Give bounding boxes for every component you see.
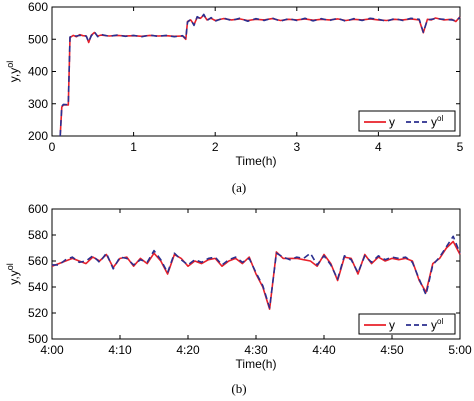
x-tick-label: 4:00 <box>40 343 64 357</box>
caption: (a) <box>232 180 246 195</box>
legend: y yol <box>358 313 456 335</box>
y-tick-label: 500 <box>28 332 48 346</box>
legend: y yol <box>358 110 456 132</box>
y-axis-label: y,yol <box>5 263 21 284</box>
x-tick-label: 4:50 <box>380 343 404 357</box>
series-y-line <box>51 240 461 310</box>
y-tick-label: 540 <box>28 280 48 294</box>
x-tick-label: 4:20 <box>176 343 200 357</box>
y-tick-label: 580 <box>28 228 48 242</box>
y-tick-label: 520 <box>28 306 48 320</box>
legend-label-y: y <box>389 318 395 332</box>
y-tick-label: 300 <box>28 97 48 111</box>
series-yol-line <box>59 13 461 137</box>
legend-label-yol: yol <box>431 114 443 129</box>
legend-label-yol: yol <box>431 317 443 332</box>
x-tick-label: 5:00 <box>448 343 472 357</box>
x-tick-label: 4 <box>375 140 382 154</box>
x-tick-label: 2 <box>212 140 219 154</box>
y-tick-label: 400 <box>28 65 48 79</box>
x-tick-label: 1 <box>130 140 137 154</box>
chart-1: 0 1 2 3 4 5 200 300 400 500 600 Time(h) y,yol y yol (a) <box>5 0 464 195</box>
chart-2: 4:00 4:10 4:20 4:30 4:40 4:50 5:00 500 520 540 560… <box>5 202 472 396</box>
x-tick-label: 0 <box>49 140 56 154</box>
y-tick-label: 500 <box>28 32 48 46</box>
y-tick-label: 600 <box>28 202 48 216</box>
legend-label-y: y <box>389 115 395 129</box>
x-tick-label: 4:30 <box>244 343 268 357</box>
legend-box <box>358 313 456 335</box>
x-tick-label: 5 <box>457 140 464 154</box>
x-axis-label: Time(h) <box>236 357 277 371</box>
x-tick-label: 4:40 <box>312 343 336 357</box>
caption: (b) <box>231 381 246 396</box>
y-axis-label: y,yol <box>5 61 21 82</box>
y-tick-label: 560 <box>28 254 48 268</box>
x-tick-label: 3 <box>293 140 300 154</box>
y-tick-label: 600 <box>28 0 48 14</box>
x-tick-label: 4:10 <box>108 343 132 357</box>
y-tick-label: 200 <box>28 129 48 143</box>
legend-box <box>358 110 456 132</box>
x-axis-label: Time(h) <box>236 154 277 168</box>
